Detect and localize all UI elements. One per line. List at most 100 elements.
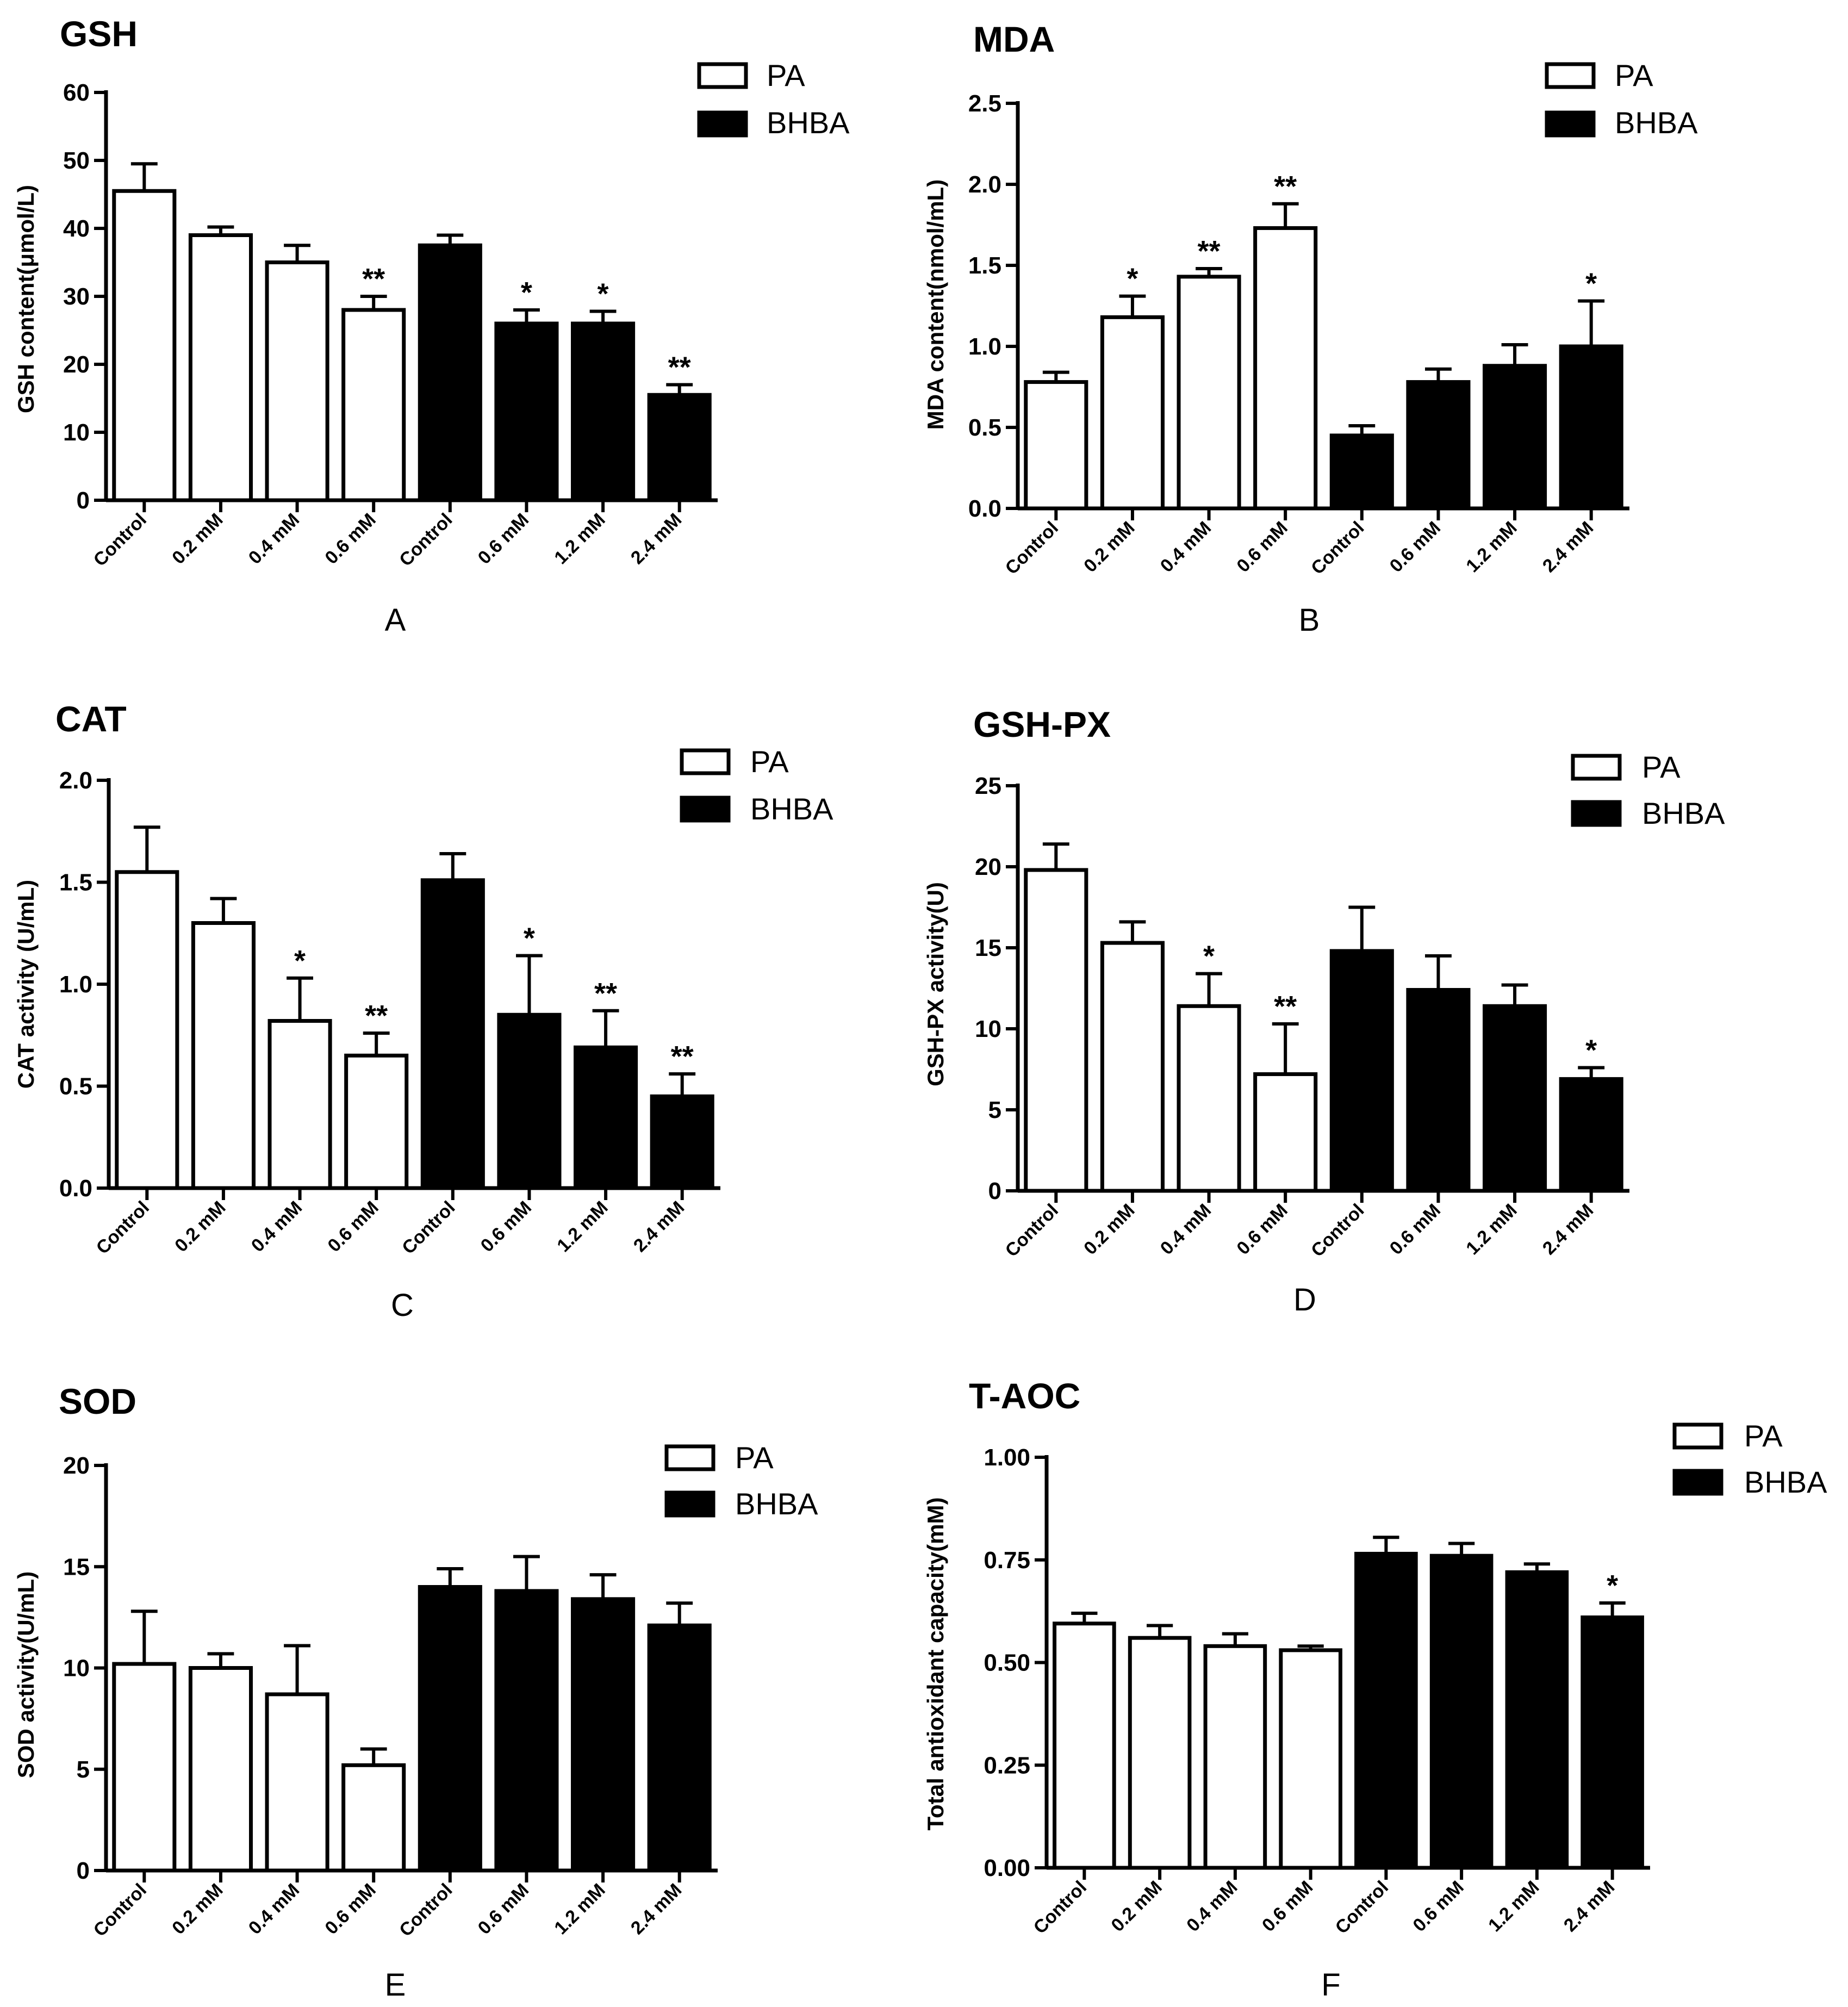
- y-tick-label: 60: [63, 79, 90, 106]
- legend-swatch-pa: [1545, 62, 1596, 89]
- bar: [571, 1597, 636, 1873]
- significance-marker: *: [1585, 1034, 1597, 1067]
- panel-letter: C: [391, 1288, 414, 1323]
- legend-label-pa: PA: [735, 1440, 774, 1475]
- y-tick-label: 2.0: [59, 767, 92, 794]
- panel-letter: A: [385, 602, 406, 638]
- chart-title: GSH: [60, 14, 138, 54]
- y-axis-label: Total antioxidant capacity(mM): [923, 1498, 948, 1831]
- legend-label-bhba: BHBA: [750, 792, 833, 826]
- bar: [1100, 315, 1165, 511]
- bar: [191, 921, 256, 1190]
- legend-label-bhba: BHBA: [735, 1487, 818, 1521]
- bar: [1128, 1636, 1192, 1870]
- significance-marker: *: [1607, 1569, 1618, 1602]
- y-tick-label: 2.5: [968, 90, 1001, 117]
- y-tick-label: 0.25: [984, 1752, 1030, 1779]
- legend-swatch-bhba: [664, 1490, 715, 1518]
- bar: [344, 1053, 409, 1190]
- bar: [571, 321, 636, 502]
- bar: [647, 1623, 712, 1873]
- y-tick-label: 1.5: [968, 252, 1001, 279]
- panel-letter: E: [385, 1967, 406, 2003]
- bar: [112, 189, 177, 502]
- legend: PA BHBA: [680, 744, 833, 826]
- bar: [1177, 275, 1241, 511]
- chart-title: SOD: [59, 1381, 136, 1421]
- significance-marker: *: [1203, 940, 1215, 973]
- bar: [115, 870, 179, 1190]
- panel-letter: F: [1321, 1967, 1340, 2003]
- bar: [1253, 226, 1318, 511]
- bar: [418, 1585, 482, 1873]
- bar: [1024, 380, 1088, 511]
- legend-label-pa: PA: [767, 58, 805, 92]
- legend-swatch-bhba: [1571, 800, 1622, 827]
- bar: [1329, 433, 1394, 511]
- bar: [1053, 1621, 1116, 1870]
- legend-swatch-bhba: [1545, 110, 1596, 138]
- y-axis-label: CAT activity (U/mL): [13, 880, 39, 1089]
- y-tick-label: 20: [975, 854, 1001, 880]
- panel-letter: D: [1293, 1282, 1316, 1318]
- bar: [1559, 1077, 1623, 1193]
- y-axis-label: GSH content(μmol/L): [13, 185, 39, 413]
- bar: [1559, 344, 1623, 511]
- chart-title: GSH-PX: [973, 704, 1111, 744]
- y-tick-label: 30: [63, 283, 90, 310]
- bar: [1483, 1004, 1547, 1193]
- y-tick-label: 5: [988, 1097, 1001, 1123]
- y-tick-label: 0.0: [968, 495, 1001, 522]
- legend: PA BHBA: [664, 1440, 818, 1521]
- y-tick-label: 20: [63, 351, 90, 378]
- y-tick-label: 20: [63, 1452, 90, 1479]
- bar: [1406, 987, 1471, 1193]
- bar: [267, 1019, 332, 1190]
- panel-letter: B: [1299, 602, 1320, 638]
- legend-label-bhba: BHBA: [1744, 1465, 1827, 1499]
- y-tick-label: 50: [63, 147, 90, 174]
- bar: [494, 1589, 559, 1873]
- y-tick-label: 40: [63, 215, 90, 242]
- bar: [188, 233, 253, 502]
- legend-label-pa: PA: [1642, 750, 1681, 784]
- bar: [1354, 1551, 1418, 1870]
- y-tick-label: 15: [63, 1554, 90, 1580]
- bar: [1177, 1004, 1241, 1193]
- bar: [1253, 1072, 1318, 1193]
- bar: [1203, 1644, 1267, 1870]
- chart-title: T-AOC: [969, 1376, 1080, 1416]
- legend: PA BHBA: [1672, 1419, 1827, 1499]
- bar: [1024, 868, 1088, 1193]
- legend-label-bhba: BHBA: [767, 105, 850, 140]
- legend-label-pa: PA: [1615, 58, 1653, 92]
- significance-marker: *: [1585, 268, 1597, 300]
- bar: [1100, 941, 1165, 1193]
- chart-title: MDA: [973, 19, 1055, 59]
- legend: PA BHBA: [1545, 58, 1698, 140]
- bar: [341, 308, 406, 502]
- y-tick-label: 1.0: [59, 971, 92, 998]
- y-tick-label: 10: [63, 1655, 90, 1682]
- y-axis-label: SOD activity(U/mL): [13, 1571, 39, 1778]
- bar: [1329, 949, 1394, 1193]
- significance-marker: **: [594, 977, 617, 1010]
- bar: [265, 1692, 329, 1873]
- bar: [188, 1666, 253, 1873]
- y-tick-label: 0.00: [984, 1855, 1030, 1881]
- chart-panel-e: SOD SOD activity(U/mL) E PA BHBA 0 5 10 15 2…: [13, 1381, 818, 2003]
- y-tick-label: 25: [975, 773, 1001, 799]
- significance-marker: *: [598, 278, 609, 310]
- significance-marker: *: [294, 945, 306, 977]
- significance-marker: *: [521, 276, 532, 309]
- y-tick-label: 1.0: [968, 333, 1001, 360]
- y-tick-label: 0.5: [59, 1073, 92, 1100]
- legend-swatch-pa: [680, 748, 731, 775]
- legend-label-pa: PA: [750, 744, 789, 779]
- y-tick-label: 0: [77, 487, 90, 514]
- significance-marker: **: [671, 1040, 694, 1073]
- significance-marker: **: [668, 351, 691, 384]
